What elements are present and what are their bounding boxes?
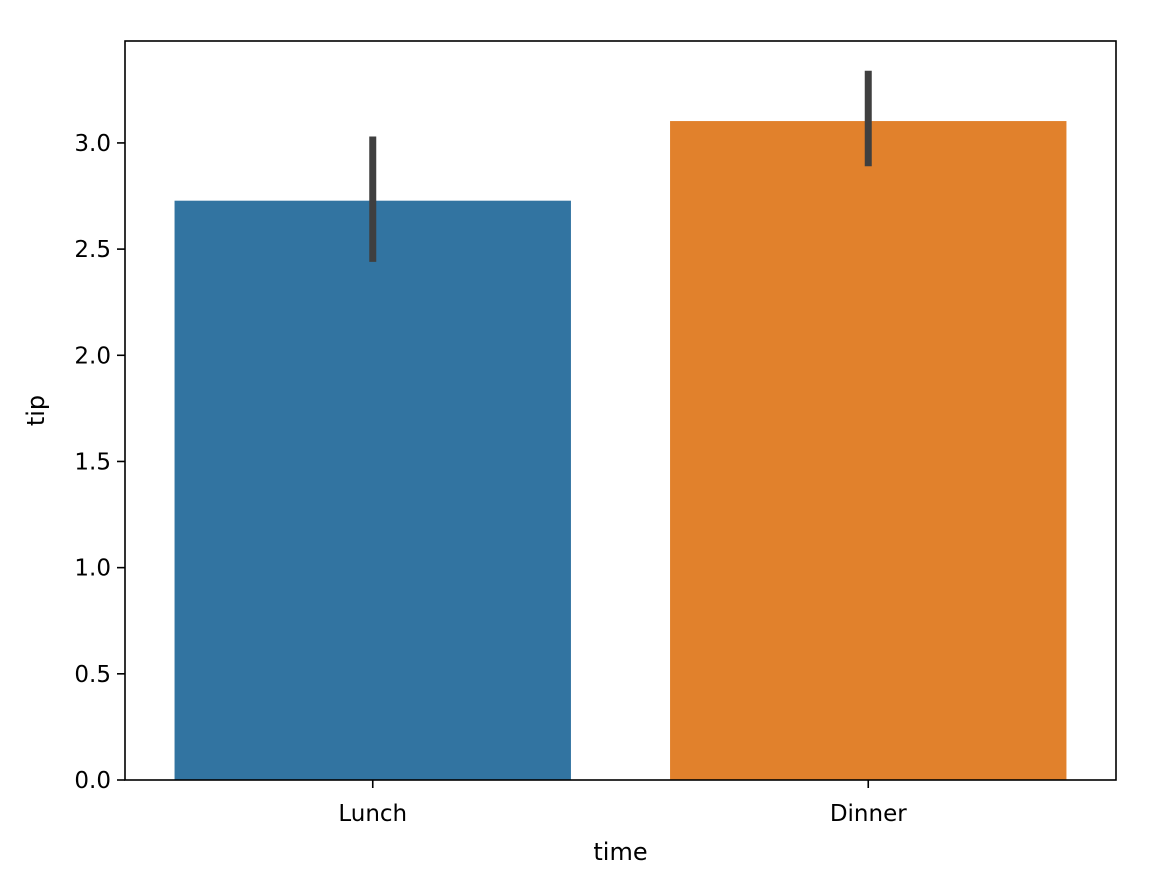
y-tick-label: 0.5	[74, 662, 111, 688]
y-tick-label: 2.0	[74, 343, 111, 369]
y-tick-label: 2.5	[74, 237, 111, 263]
y-tick-label: 3.0	[74, 131, 111, 157]
error-bars-layer	[369, 70, 872, 262]
plot-frame	[124, 40, 1117, 781]
x-axis: Lunch Dinner	[338, 780, 907, 827]
x-tick-label-lunch: Lunch	[338, 801, 407, 827]
x-axis-label: time	[593, 838, 647, 866]
y-tick-label: 1.5	[74, 449, 111, 475]
x-tick-label-dinner: Dinner	[830, 801, 907, 827]
bar-dinner	[670, 121, 1067, 780]
y-axis-label: tip	[22, 395, 50, 426]
bars-layer	[174, 121, 1067, 780]
y-tick-label: 1.0	[74, 556, 111, 582]
y-tick-label: 0.0	[74, 768, 111, 794]
bar-lunch	[174, 200, 571, 780]
y-axis: 0.0 0.5 1.0 1.5 2.0 2.5 3.0	[74, 131, 125, 794]
